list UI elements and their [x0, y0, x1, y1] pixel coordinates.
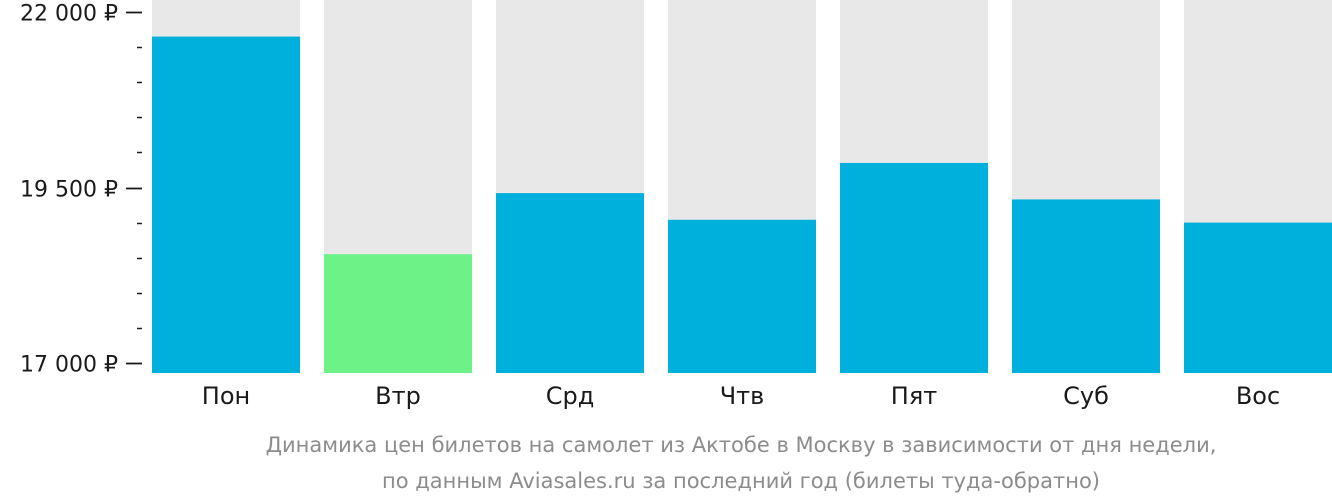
bar-4 — [668, 219, 816, 373]
x-tick-label: Суб — [1063, 382, 1109, 410]
x-tick-label: Чтв — [720, 382, 765, 410]
weekday-price-chart: 22 000 ₽ 19 500 ₽ 17 000 ₽ Пон Втр Срд Чтв Пят… — [20, 0, 1332, 410]
bar-1 — [152, 36, 300, 373]
x-tick-label: Пят — [891, 382, 937, 410]
bar-7 — [1184, 222, 1332, 373]
y-tick-label: 22 000 ₽ — [20, 2, 118, 27]
chart-caption-line-2: по данным Aviasales.ru за последний год … — [382, 469, 1100, 493]
bars — [152, 36, 1332, 373]
y-axis: 22 000 ₽ 19 500 ₽ 17 000 ₽ — [20, 2, 142, 378]
x-tick-label: Втр — [375, 382, 421, 410]
bar-2 — [324, 254, 472, 373]
x-axis: Пон Втр Срд Чтв Пят Суб Вос — [202, 382, 1280, 410]
y-tick-label: 17 000 ₽ — [20, 353, 118, 378]
x-tick-label: Вос — [1236, 382, 1280, 410]
bar-3 — [496, 193, 644, 373]
chart-caption-line-1: Динамика цен билетов на самолет из Актоб… — [265, 433, 1217, 457]
x-tick-label: Пон — [202, 382, 250, 410]
y-tick-label: 19 500 ₽ — [20, 178, 118, 203]
bar-5 — [840, 162, 988, 373]
bar-6 — [1012, 199, 1160, 373]
x-tick-label: Срд — [546, 382, 595, 410]
